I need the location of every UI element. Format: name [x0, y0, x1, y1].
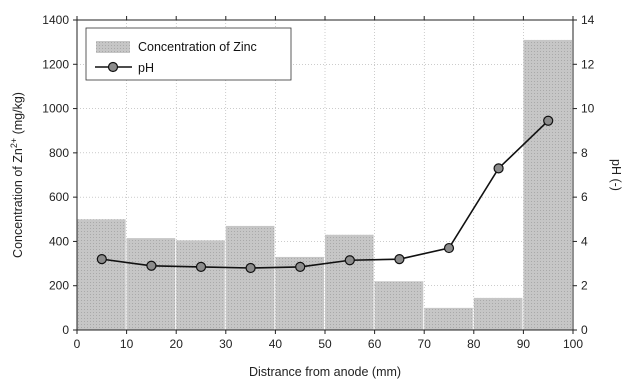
x-tick-label: 60: [368, 337, 382, 351]
y-right-tick-label: 14: [581, 13, 595, 27]
ph-point: [344, 255, 355, 266]
y-left-tick-label: 200: [49, 279, 69, 293]
ph-point: [493, 163, 504, 174]
legend-line-label: pH: [138, 61, 154, 75]
y-left-tick-label: 600: [49, 190, 69, 204]
legend-bar-swatch: [96, 41, 130, 53]
y-right-tick-label: 8: [581, 146, 588, 160]
ph-point: [146, 260, 157, 271]
bar: [523, 39, 572, 331]
x-axis: 0 10 20 30 40 50 60 70 80 90 100: [74, 16, 583, 351]
y-axis-left-title-sup: 2+: [9, 138, 19, 148]
y-left-tick-label: 1200: [42, 57, 69, 71]
legend: Concentration of Zinc pH: [85, 27, 292, 81]
ph-point: [96, 254, 107, 265]
bar: [176, 240, 225, 330]
bar: [126, 238, 176, 330]
x-tick-label: 80: [467, 337, 481, 351]
y-axis-left-title-tail: (mg/kg): [11, 92, 25, 138]
ph-point: [195, 261, 207, 272]
x-tick-label: 50: [318, 337, 332, 351]
legend-line-marker: [107, 61, 119, 73]
bar: [473, 297, 523, 330]
legend-bar-label: Concentration of Zinc: [138, 40, 257, 54]
y-right-tick-label: 2: [581, 279, 588, 293]
y-axis-right-title: pH (-): [609, 159, 623, 191]
x-tick-label: 30: [219, 337, 233, 351]
line-series: [96, 115, 554, 274]
bar: [424, 307, 473, 330]
y-right-tick-label: 0: [581, 323, 588, 337]
x-tick-label: 0: [74, 337, 81, 351]
x-tick-label: 100: [563, 337, 583, 351]
bar: [225, 225, 275, 330]
y-axis-left-title-main: Concentration of Zn: [11, 148, 25, 258]
y-right-tick-label: 6: [581, 190, 588, 204]
ph-point: [394, 254, 405, 265]
bar-series: [77, 39, 572, 331]
y-left-tick-label: 1400: [42, 13, 69, 27]
ph-point: [295, 261, 306, 272]
y-left-tick-label: 1000: [42, 102, 69, 116]
y-axis-left: 0 200 400 600 800 1000 1200 1400: [42, 13, 77, 337]
ph-point: [443, 242, 455, 254]
bar: [374, 281, 424, 330]
y-left-tick-label: 800: [49, 146, 69, 160]
x-tick-label: 70: [418, 337, 432, 351]
legend-box: [85, 27, 292, 81]
ph-point: [543, 115, 554, 126]
x-axis-title: Distrance from anode (mm): [249, 365, 401, 379]
x-tick-label: 20: [170, 337, 184, 351]
y-left-tick-label: 0: [62, 323, 69, 337]
x-tick-label: 40: [269, 337, 283, 351]
ph-line: [101, 120, 549, 269]
x-tick-label: 10: [120, 337, 134, 351]
y-right-tick-label: 12: [581, 57, 595, 71]
y-left-tick-label: 400: [49, 234, 69, 248]
x-tick-label: 90: [517, 337, 531, 351]
bar: [325, 234, 374, 330]
y-axis-left-title: Concentration of Zn2+ (mg/kg): [9, 92, 25, 258]
ph-point: [245, 262, 256, 274]
y-right-tick-label: 4: [581, 234, 588, 248]
bar: [77, 219, 126, 330]
y-axis-right: 0 2 4 6 8 10 12 14: [573, 13, 595, 337]
y-right-tick-label: 10: [581, 102, 595, 116]
